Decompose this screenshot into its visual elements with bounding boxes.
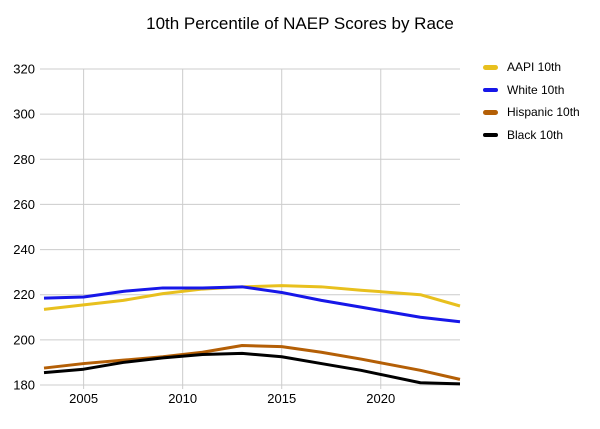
series-line-white-10th [43,285,461,324]
chart-legend: AAPI 10th White 10th Hispanic 10th Black 10… [483,56,580,146]
legend-item: Hispanic 10th [483,101,580,124]
y-tick-label: 220 [13,287,35,302]
series-line-black-10th [43,351,461,386]
legend-item: Black 10th [483,124,580,147]
x-tick-label: 2005 [69,391,98,406]
legend-swatch-icon [483,110,498,115]
y-tick-label: 280 [13,152,35,167]
chart-title: 10th Percentile of NAEP Scores by Race [146,14,454,33]
y-tick-label: 200 [13,332,35,347]
legend-label: AAPI 10th [507,60,562,75]
y-tick-label: 320 [13,62,35,77]
legend-swatch-icon [483,87,498,92]
x-tick-label: 2010 [168,391,197,406]
y-tick-label: 180 [13,378,35,393]
y-tick-label: 260 [13,197,35,212]
series-line-hispanic-10th [43,344,461,381]
y-tick-label: 240 [13,242,35,257]
legend-label: White 10th [507,82,565,97]
legend-swatch-icon [483,65,498,70]
legend-item: AAPI 10th [483,56,580,79]
legend-label: Black 10th [507,127,564,142]
legend-swatch-icon [483,132,498,137]
x-tick-label: 2015 [267,391,296,406]
y-tick-label: 300 [13,107,35,122]
legend-item: White 10th [483,79,580,102]
x-tick-label: 2020 [366,391,395,406]
legend-label: Hispanic 10th [507,105,580,120]
